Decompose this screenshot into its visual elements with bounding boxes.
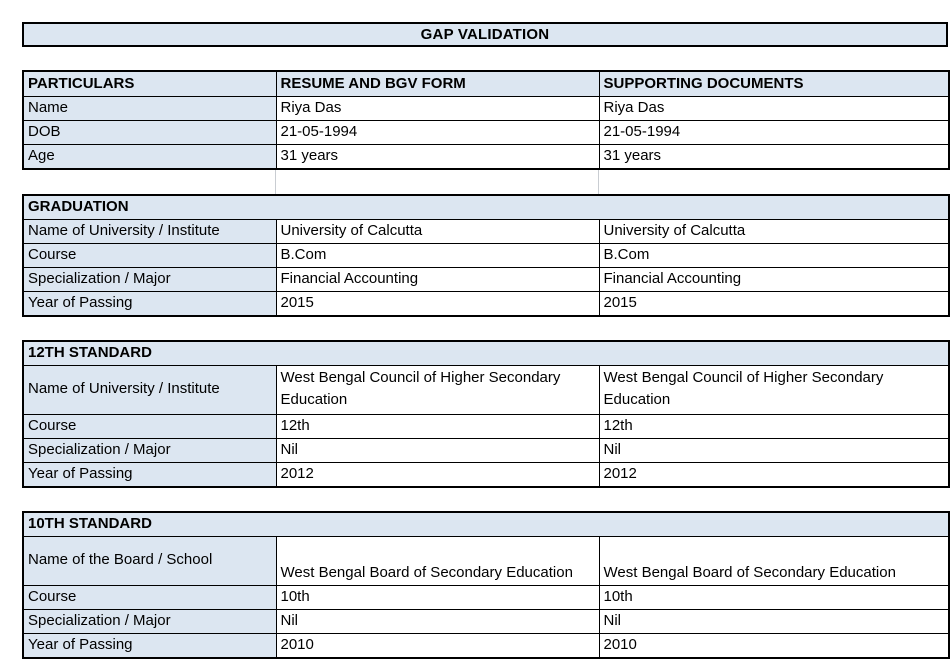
cell-supporting-value: Nil xyxy=(598,608,950,634)
particulars-table: PARTICULARS RESUME AND BGV FORM SUPPORTI… xyxy=(22,70,950,170)
cell-resume-value: 31 years xyxy=(275,143,600,169)
table-row: Age 31 years 31 years xyxy=(22,143,950,169)
cell-supporting-value: Financial Accounting xyxy=(598,266,950,292)
cell-supporting-value: Riya Das xyxy=(598,95,950,121)
table-10th-standard: 10TH STANDARD Name of the Board / School… xyxy=(22,510,951,659)
section-heading: 12TH STANDARD xyxy=(22,340,950,366)
table-row: Specialization / Major Nil Nil xyxy=(22,437,950,463)
row-label: Name of University / Institute xyxy=(22,218,277,244)
cell-resume-value: West Bengal Board of Secondary Education xyxy=(275,535,600,586)
table-row: Name Riya Das Riya Das xyxy=(22,95,950,121)
column-gridline xyxy=(275,169,276,194)
row-gap xyxy=(22,488,948,511)
row-gap xyxy=(22,47,948,70)
document-title: GAP VALIDATION xyxy=(420,26,550,43)
cell-resume-value: Nil xyxy=(275,608,600,634)
cell-resume-value: 2015 xyxy=(275,290,600,316)
row-label: Course xyxy=(22,584,277,610)
graduation-table: GRADUATION Name of University / Institut… xyxy=(22,193,951,317)
table-row: Course 10th 10th xyxy=(22,584,950,610)
section-heading-row: 12TH STANDARD xyxy=(22,340,950,366)
column-gridline xyxy=(598,169,599,194)
table-row: Specialization / Major Nil Nil xyxy=(22,608,950,634)
cell-supporting-value: 21-05-1994 xyxy=(598,119,950,145)
table-row: Course 12th 12th xyxy=(22,413,950,439)
row-label: Course xyxy=(22,413,277,439)
row-label: Name of University / Institute xyxy=(22,364,277,415)
cell-resume-value: 21-05-1994 xyxy=(275,119,600,145)
cell-resume-value: 12th xyxy=(275,413,600,439)
cell-supporting-value: 2015 xyxy=(598,290,950,316)
cell-supporting-value: 2010 xyxy=(598,632,950,658)
cell-resume-value: Nil xyxy=(275,437,600,463)
table-row: Specialization / Major Financial Account… xyxy=(22,266,950,292)
column-header-particulars: PARTICULARS xyxy=(22,70,277,97)
table-header-row: PARTICULARS RESUME AND BGV FORM SUPPORTI… xyxy=(22,70,950,97)
table-row: Name of the Board / School West Bengal B… xyxy=(22,535,950,586)
cell-supporting-value: Nil xyxy=(598,437,950,463)
cell-supporting-value: West Bengal Board of Secondary Education xyxy=(598,535,950,586)
row-label: Year of Passing xyxy=(22,632,277,658)
row-gap xyxy=(22,317,948,340)
table-row: Name of University / Institute Universit… xyxy=(22,218,950,244)
table-row: Year of Passing 2010 2010 xyxy=(22,632,950,658)
table-row: Year of Passing 2012 2012 xyxy=(22,461,950,487)
section-heading-row: 10TH STANDARD xyxy=(22,511,950,537)
column-header-supporting-docs: SUPPORTING DOCUMENTS xyxy=(598,70,950,97)
cell-resume-value: 2012 xyxy=(275,461,600,487)
table-row: DOB 21-05-1994 21-05-1994 xyxy=(22,119,950,145)
cell-supporting-value: B.Com xyxy=(598,242,950,268)
row-label: Year of Passing xyxy=(22,461,277,487)
table-row: Year of Passing 2015 2015 xyxy=(22,290,950,316)
cell-supporting-value: University of Calcutta xyxy=(598,218,950,244)
row-label: Course xyxy=(22,242,277,268)
table-12th-standard: 12TH STANDARD Name of University / Insti… xyxy=(22,339,951,488)
cell-supporting-value: 12th xyxy=(598,413,950,439)
row-label: DOB xyxy=(22,119,277,145)
row-label: Specialization / Major xyxy=(22,437,277,463)
cell-resume-value: B.Com xyxy=(275,242,600,268)
section-heading: 10TH STANDARD xyxy=(22,511,950,537)
document-title-bar: GAP VALIDATION xyxy=(22,22,948,47)
table-row: Name of University / Institute West Beng… xyxy=(22,364,950,415)
row-label: Year of Passing xyxy=(22,290,277,316)
table-row: Course B.Com B.Com xyxy=(22,242,950,268)
section-heading-row: GRADUATION xyxy=(22,194,950,220)
cell-resume-value: Financial Accounting xyxy=(275,266,600,292)
row-label: Specialization / Major xyxy=(22,608,277,634)
row-label: Name xyxy=(22,95,277,121)
row-gap xyxy=(22,169,948,194)
column-header-resume-bgv: RESUME AND BGV FORM xyxy=(275,70,600,97)
cell-resume-value: West Bengal Council of Higher Secondary … xyxy=(275,364,600,415)
cell-resume-value: 2010 xyxy=(275,632,600,658)
cell-supporting-value: 10th xyxy=(598,584,950,610)
section-heading: GRADUATION xyxy=(22,194,950,220)
cell-resume-value: University of Calcutta xyxy=(275,218,600,244)
row-label: Age xyxy=(22,143,277,169)
row-label: Specialization / Major xyxy=(22,266,277,292)
cell-supporting-value: 2012 xyxy=(598,461,950,487)
cell-resume-value: Riya Das xyxy=(275,95,600,121)
row-label: Name of the Board / School xyxy=(22,535,277,586)
cell-supporting-value: West Bengal Council of Higher Secondary … xyxy=(598,364,950,415)
cell-supporting-value: 31 years xyxy=(598,143,950,169)
cell-resume-value: 10th xyxy=(275,584,600,610)
